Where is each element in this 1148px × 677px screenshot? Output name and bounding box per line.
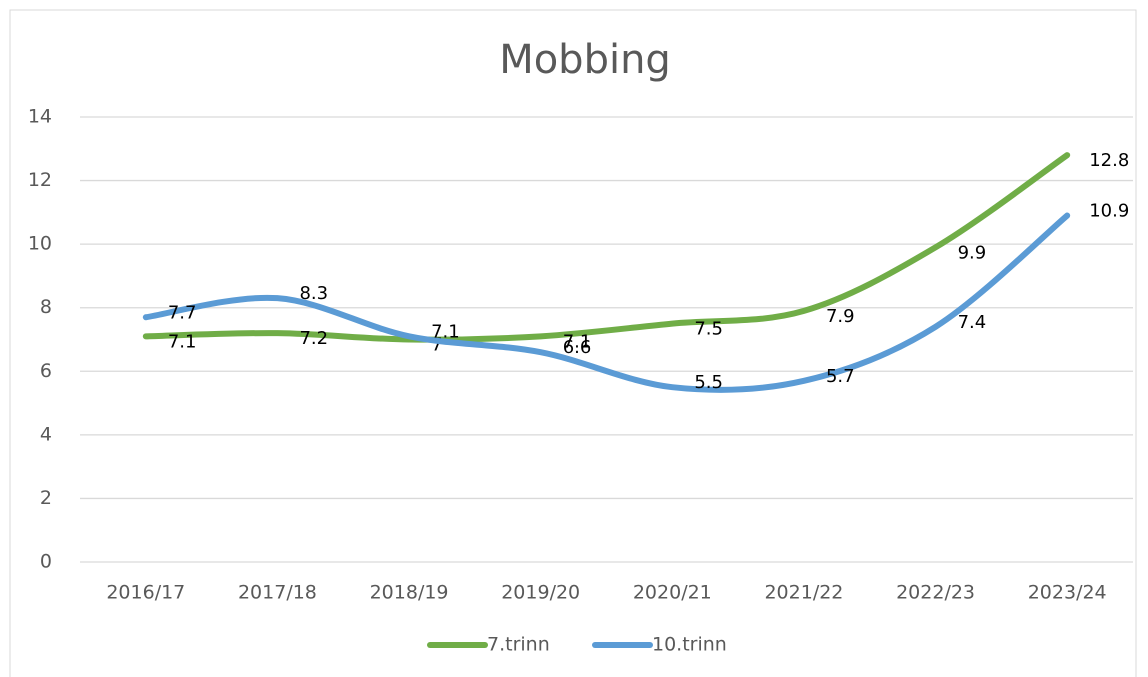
x-tick-label: 2022/23 bbox=[896, 582, 975, 604]
line bbox=[142, 212, 1071, 393]
x-tick-label: 2016/17 bbox=[106, 582, 185, 604]
data-label: 7.7 bbox=[168, 302, 197, 323]
y-tick-label: 10 bbox=[28, 233, 52, 255]
data-label: 6.6 bbox=[563, 337, 592, 358]
data-label: 5.7 bbox=[826, 366, 855, 387]
chart-frame bbox=[9, 9, 1137, 677]
data-label: 7.1 bbox=[431, 321, 460, 342]
y-tick-label: 0 bbox=[40, 551, 52, 573]
x-tick-label: 2020/21 bbox=[633, 582, 712, 604]
data-label: 9.9 bbox=[958, 242, 987, 263]
x-tick-label: 2021/22 bbox=[764, 582, 843, 604]
legend-label: 10.trinn bbox=[652, 634, 727, 656]
y-tick-label: 12 bbox=[28, 169, 52, 191]
data-label: 5.5 bbox=[694, 372, 723, 393]
y-tick-label: 4 bbox=[40, 423, 52, 445]
line bbox=[142, 152, 1071, 343]
legend-label: 7.trinn bbox=[487, 634, 550, 656]
data-label: 7.9 bbox=[826, 306, 855, 327]
y-tick-label: 14 bbox=[28, 106, 52, 128]
data-label: 7.4 bbox=[958, 312, 987, 333]
data-label: 7.2 bbox=[299, 328, 328, 349]
data-label: 8.3 bbox=[299, 283, 328, 304]
x-tick-label: 2017/18 bbox=[238, 582, 317, 604]
x-tick-label: 2023/24 bbox=[1028, 582, 1107, 604]
y-tick-label: 2 bbox=[40, 487, 52, 509]
data-label: 12.8 bbox=[1089, 150, 1129, 171]
data-label: 10.9 bbox=[1089, 201, 1129, 222]
x-tick-label: 2019/20 bbox=[501, 582, 580, 604]
data-label: 7 bbox=[431, 335, 442, 356]
data-label: 7.1 bbox=[563, 331, 592, 352]
data-label: 7.5 bbox=[694, 319, 723, 340]
y-tick-label: 6 bbox=[40, 360, 52, 382]
chart-title: Mobbing bbox=[499, 37, 671, 83]
x-tick-label: 2018/19 bbox=[370, 582, 449, 604]
data-label: 7.1 bbox=[168, 331, 197, 352]
y-tick-label: 8 bbox=[40, 296, 52, 318]
